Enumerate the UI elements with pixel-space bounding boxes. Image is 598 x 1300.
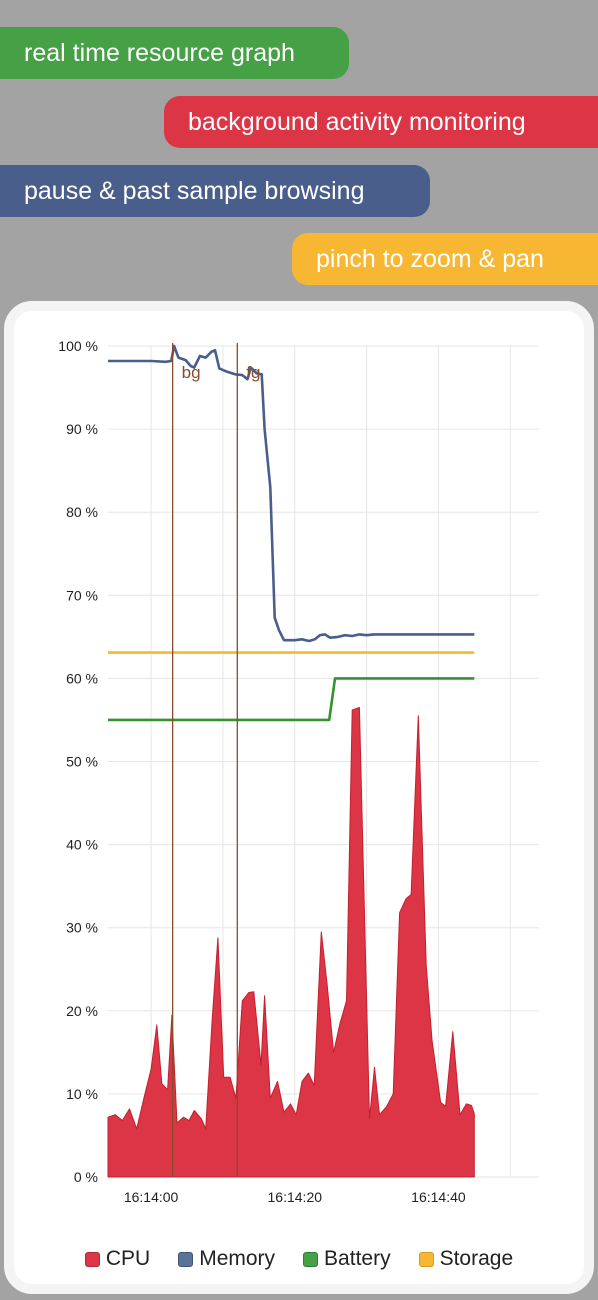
marker-label-fg: fg — [246, 363, 260, 382]
x-tick-label: 16:14:20 — [268, 1189, 323, 1205]
chart-legend: CPU Memory Battery Storage — [14, 1239, 584, 1279]
y-tick-label: 0 % — [74, 1169, 98, 1185]
feature-badge-zoom: pinch to zoom & pan — [292, 233, 598, 285]
legend-item-memory[interactable]: Memory — [178, 1247, 275, 1271]
y-tick-label: 20 % — [66, 1003, 98, 1019]
chart-card: 0 % 10 % 20 % 30 % 40 % 50 % 60 % 70 % 80 % 90 % 1… — [4, 301, 594, 1294]
memory-series-line — [108, 344, 475, 643]
cpu-series-area — [107, 707, 475, 1178]
y-tick-label: 40 % — [66, 837, 98, 853]
feature-badge-pause: pause & past sample browsing — [0, 165, 430, 217]
y-tick-label: 90 % — [66, 421, 98, 437]
y-tick-label: 50 % — [66, 754, 98, 770]
feature-badge-realtime: real time resource graph — [0, 27, 349, 79]
y-tick-label: 100 % — [58, 338, 98, 354]
legend-item-cpu[interactable]: CPU — [84, 1247, 151, 1271]
legend-label-storage: Storage — [439, 1247, 514, 1270]
resource-chart[interactable]: 0 % 10 % 20 % 30 % 40 % 50 % 60 % 70 % 80 % 90 % 1… — [14, 311, 584, 1231]
x-tick-label: 16:14:40 — [411, 1189, 466, 1205]
battery-swatch-icon — [303, 1251, 319, 1267]
legend-label-cpu: CPU — [105, 1247, 151, 1270]
legend-item-storage[interactable]: Storage — [418, 1247, 514, 1271]
y-tick-label: 80 % — [66, 504, 98, 520]
legend-label-battery: Battery — [324, 1247, 391, 1270]
y-tick-label: 10 % — [66, 1086, 98, 1102]
y-tick-label: 30 % — [66, 920, 98, 936]
legend-label-memory: Memory — [199, 1247, 276, 1270]
battery-series-line — [108, 677, 475, 722]
memory-swatch-icon — [178, 1251, 194, 1267]
x-tick-label: 16:14:00 — [124, 1189, 179, 1205]
marker-label-bg: bg — [182, 363, 201, 382]
cpu-swatch-icon — [84, 1251, 100, 1267]
feature-badge-background: background activity monitoring — [164, 96, 598, 148]
storage-swatch-icon — [418, 1251, 434, 1267]
y-tick-label: 70 % — [66, 587, 98, 603]
y-tick-label: 60 % — [66, 670, 98, 686]
legend-item-battery[interactable]: Battery — [303, 1247, 391, 1271]
